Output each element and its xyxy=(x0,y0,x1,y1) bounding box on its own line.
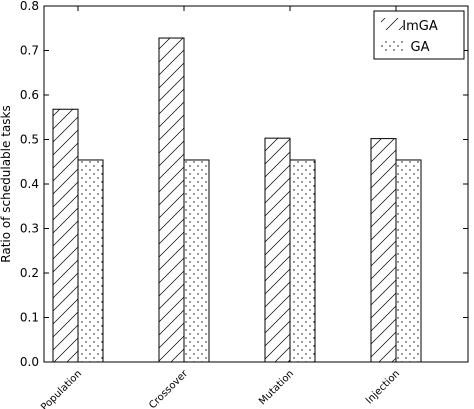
y-tick-label: 0.3 xyxy=(20,222,39,236)
y-tick-label: 0.2 xyxy=(20,266,39,280)
x-tick-label: Mutation xyxy=(257,368,296,407)
bar-imga-mutation xyxy=(264,137,291,363)
x-tick-label: Population xyxy=(39,368,84,409)
y-tick-label: 0.7 xyxy=(20,44,39,58)
y-tick-label: 0.8 xyxy=(20,0,39,13)
legend: ImGA GA xyxy=(373,10,465,60)
bar-imga-crossover xyxy=(158,37,185,363)
bar-imga-injection xyxy=(370,138,397,363)
x-tick-label: Crossover xyxy=(147,368,191,409)
legend-label-imga: ImGA xyxy=(402,19,438,34)
y-tick-label: 0.4 xyxy=(20,177,39,191)
legend-swatch-imga xyxy=(381,18,403,30)
legend-swatch-ga xyxy=(381,39,403,51)
y-axis-label: Ratio of schedulable tasks xyxy=(0,105,13,262)
bar-ga-crossover xyxy=(183,159,210,363)
bar-ga-population xyxy=(77,159,104,363)
bar-ga-injection xyxy=(395,159,422,363)
y-tick-label: 0.1 xyxy=(20,311,39,325)
y-tick-label: 0.0 xyxy=(20,355,39,369)
bar-ga-mutation xyxy=(289,159,316,363)
x-tick-label: Injection xyxy=(364,368,402,406)
y-tick-label: 0.5 xyxy=(20,133,39,147)
bars-layer xyxy=(52,37,422,363)
legend-label-ga: GA xyxy=(411,40,430,55)
y-axis: 0.0 0.1 0.2 0.3 0.4 0.5 0.6 0.7 0.8 xyxy=(20,0,468,369)
bar-imga-population xyxy=(52,108,79,363)
y-tick-label: 0.6 xyxy=(20,88,39,102)
